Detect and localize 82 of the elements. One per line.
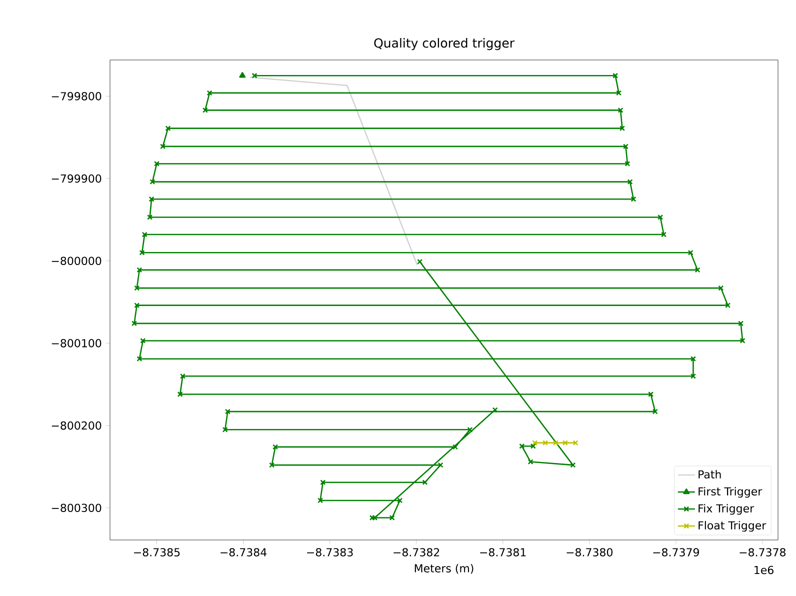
y-tick-label: −799800 (52, 92, 102, 100)
point (165, 126, 171, 132)
point (150, 179, 156, 185)
legend-label: Path (698, 470, 721, 479)
text: 1e6 (754, 566, 774, 574)
point (136, 267, 142, 273)
y-tick-label: −799900 (52, 174, 102, 183)
point (136, 356, 142, 362)
point (690, 373, 696, 379)
point (272, 444, 278, 450)
point (438, 462, 444, 468)
point (740, 338, 746, 344)
point (718, 285, 724, 291)
x-tick-label: −8.7381 (480, 548, 526, 556)
point (528, 459, 534, 465)
point (562, 440, 568, 446)
point (224, 408, 230, 414)
point (160, 144, 166, 150)
point (725, 302, 731, 308)
x-tick-label: −8.7379 (653, 548, 699, 556)
x-tick-label: −8.7384 (220, 548, 266, 556)
x-axis-title: Meters (m) (414, 564, 474, 574)
point (417, 258, 423, 264)
point (389, 514, 395, 521)
point (688, 250, 694, 256)
point (422, 480, 428, 486)
x-tick-label: −8.7378 (740, 548, 786, 556)
point (131, 320, 137, 326)
legend-label: Float Trigger (698, 520, 766, 532)
point (619, 126, 626, 132)
point (134, 285, 140, 291)
point (690, 356, 696, 362)
point (492, 407, 498, 413)
point (177, 391, 183, 398)
point (467, 426, 473, 432)
point (618, 107, 624, 113)
point (148, 196, 154, 202)
point (372, 514, 378, 521)
chart-title: Quality colored trigger (374, 38, 514, 50)
point (612, 72, 618, 78)
point (519, 443, 525, 449)
x-tick-label: −8.7380 (566, 548, 612, 556)
y-tick-label: −800300 (52, 504, 102, 512)
point (154, 160, 160, 166)
point (542, 440, 548, 446)
point (180, 373, 186, 379)
point (622, 144, 628, 150)
y-tick-label: −800000 (52, 256, 102, 266)
point (206, 90, 212, 96)
point (452, 444, 458, 450)
y-tick-label: −800100 (52, 339, 102, 348)
point (369, 514, 375, 521)
point (222, 426, 228, 432)
point (142, 232, 148, 238)
point (202, 107, 208, 113)
point (134, 302, 140, 308)
point (630, 196, 636, 202)
legend-label: First Trigger (698, 487, 762, 498)
x-tick-label: −8.7383 (307, 548, 353, 556)
x-tick-label: −8.7385 (134, 548, 180, 556)
x-tick-label: −8.7382 (394, 548, 440, 556)
point (140, 338, 146, 344)
point (320, 480, 326, 486)
point (139, 250, 145, 256)
point (627, 179, 633, 185)
point (239, 72, 246, 78)
point (552, 440, 558, 446)
y-tick-label: −800200 (52, 421, 102, 430)
point (570, 462, 576, 468)
point (269, 462, 275, 468)
point (694, 267, 700, 273)
point (318, 498, 324, 504)
point (616, 90, 622, 96)
point (648, 391, 654, 398)
point (624, 160, 630, 166)
point (147, 214, 153, 220)
point (397, 498, 403, 504)
point (738, 320, 744, 326)
legend-label: Fix Trigger (698, 504, 754, 515)
point (661, 232, 667, 238)
point (658, 214, 664, 220)
point (652, 408, 658, 414)
